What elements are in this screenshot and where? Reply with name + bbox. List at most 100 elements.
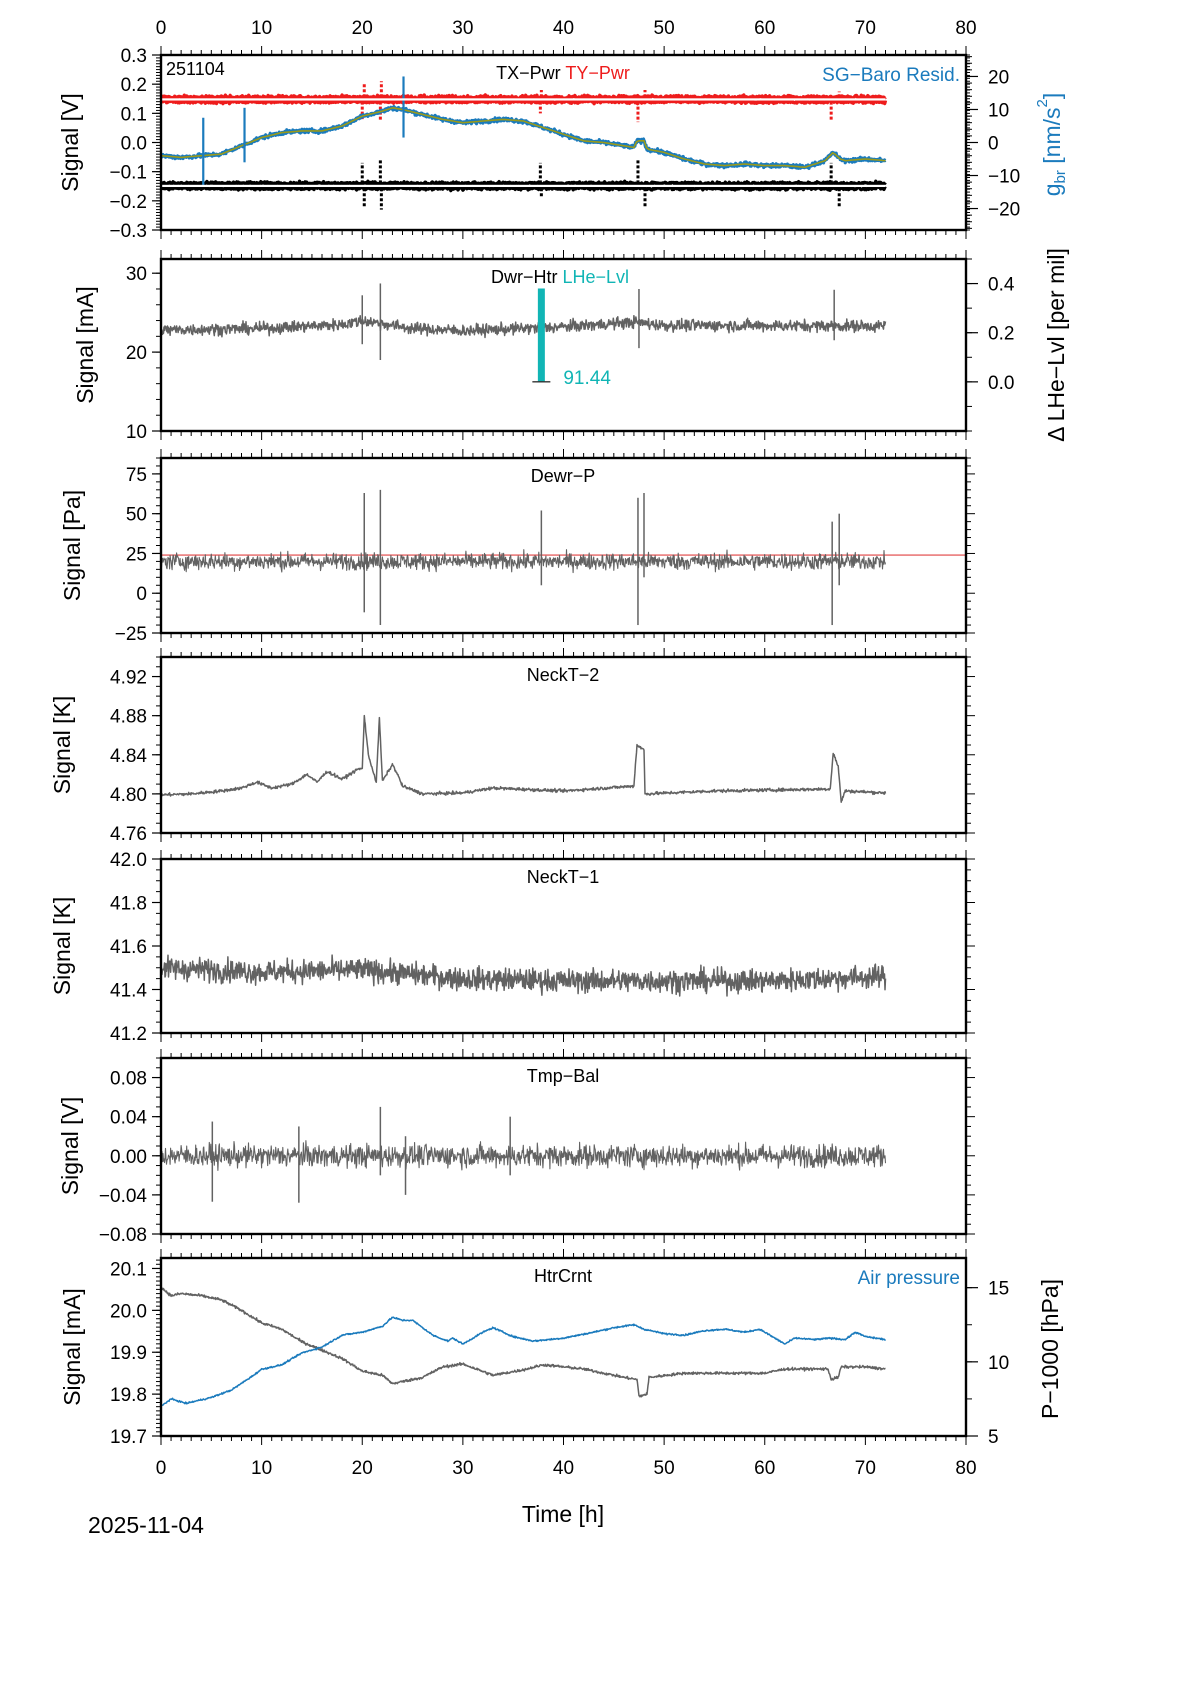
y-tick-label: 75 <box>126 465 147 486</box>
y-tick-label: 50 <box>126 505 147 526</box>
y-tick-label: 0.00 <box>110 1147 147 1168</box>
series-smooth-line <box>161 106 886 169</box>
x-bottom-tick-label: 20 <box>352 1458 373 1479</box>
y-tick-label: −25 <box>115 624 147 645</box>
series-line <box>161 105 887 170</box>
y-tick-label: 4.88 <box>110 707 147 728</box>
y-tick-label: 42.0 <box>110 850 147 871</box>
x-bottom-tick-label: 70 <box>855 1458 876 1479</box>
y-tick-label: 0.2 <box>121 75 147 96</box>
y-tick-label: 0.1 <box>121 104 147 125</box>
y-tick-label: 41.2 <box>110 1024 147 1045</box>
panel-title-part: TX−Pwr <box>496 63 561 83</box>
y-tick-label: 19.8 <box>110 1385 147 1406</box>
y2-axis-title: gbr [nm/s2] <box>1034 93 1069 197</box>
y2-axis-title-part: 2 <box>1034 99 1051 107</box>
right-legend: SG−Baro Resid. <box>822 65 960 86</box>
series-line <box>161 954 887 997</box>
panel-title: NeckT−1 <box>527 867 600 887</box>
y2-tick-label: −10 <box>988 167 1020 188</box>
y-axis-title: Signal [V] <box>57 1097 83 1195</box>
panel-title: TX−Pwr TY−Pwr <box>496 63 630 83</box>
y-tick-label: 41.8 <box>110 894 147 915</box>
series-line <box>161 93 887 102</box>
series-line <box>161 314 887 339</box>
y-tick-label: 19.7 <box>110 1427 147 1448</box>
series-line <box>161 1316 887 1407</box>
y-tick-label: 41.4 <box>110 981 147 1002</box>
series-line <box>161 1287 886 1398</box>
y-tick-label: −0.3 <box>109 221 147 242</box>
x-top-tick-label: 40 <box>553 18 574 39</box>
panel-title-part: HtrCrnt <box>534 1266 592 1286</box>
y-axis-title: Signal [K] <box>49 696 75 794</box>
panel-title-part: Dwr−Htr <box>491 267 558 287</box>
y2-tick-label: 0.0 <box>988 373 1014 394</box>
y2-tick-label: −20 <box>988 200 1020 221</box>
series-line <box>161 184 887 193</box>
y-tick-label: −0.2 <box>109 192 147 213</box>
corner-label: 251104 <box>166 59 225 79</box>
x-top-tick-label: 60 <box>754 18 775 39</box>
x-top-tick-label: 70 <box>855 18 876 39</box>
x-bottom-tick-label: 80 <box>955 1458 976 1479</box>
y-tick-label: 0.3 <box>121 46 147 67</box>
y-tick-label: 10 <box>126 422 147 443</box>
panel-title: Tmp−Bal <box>527 1066 600 1086</box>
panel-tx-ty-pwr: 0.3 0.2 0.1 0.0 −0.1 −0.2 −0.3 20 10 0 −10 −20 Signa… <box>57 46 1069 242</box>
right-legend: Air pressure <box>858 1268 960 1289</box>
y2-axis-title-part: br <box>1052 170 1069 183</box>
x-top-tick-label: 50 <box>654 18 675 39</box>
x-top-tick-label: 0 <box>156 18 167 39</box>
x-top-tick-label: 80 <box>955 18 976 39</box>
plot-area <box>161 714 887 803</box>
x-bottom-tick-label: 0 <box>156 1458 167 1479</box>
panel-dwr-htr: 91.44 30 20 10 0.4 0.2 0.0 Signal [mA] Δ LHe−Lvl… <box>72 248 1069 443</box>
plot-area <box>161 76 888 210</box>
y2-tick-label: 5 <box>988 1427 999 1448</box>
y-tick-label: 4.84 <box>110 746 147 767</box>
plot-area <box>161 954 887 997</box>
panel-htrcrnt: 20.1 20.0 19.9 19.8 19.7 15 10 5 Signal [mA] P−10… <box>59 1249 1063 1448</box>
x-top-tick-label: 30 <box>452 18 473 39</box>
lhe-level-bar <box>537 288 545 382</box>
y-tick-label: 0.08 <box>110 1069 147 1090</box>
panel-neckt-2: 4.92 4.88 4.84 4.80 4.76 Signal [K] NeckT−2 <box>49 648 975 845</box>
panel-title: Dwr−Htr LHe−Lvl <box>491 267 629 287</box>
y-tick-label: −0.08 <box>99 1225 147 1246</box>
x-bottom-tick-label: 10 <box>251 1458 272 1479</box>
y-axis-title: Signal [Pa] <box>59 490 85 601</box>
x-bottom-tick-label: 40 <box>553 1458 574 1479</box>
y2-tick-label: 10 <box>988 1353 1009 1374</box>
y-axis-title: Signal [V] <box>57 93 83 191</box>
y2-axis-title-part: [nm/s <box>1039 107 1065 170</box>
panel-title-part: TY−Pwr <box>561 63 630 83</box>
y-tick-label: 41.6 <box>110 937 147 958</box>
y2-axis-title: Δ LHe−Lvl [per mil] <box>1043 248 1069 442</box>
panel-title: HtrCrnt <box>534 1266 592 1286</box>
y-axis-title: Signal [mA] <box>59 1288 85 1406</box>
series-line <box>161 179 887 188</box>
panel-title-part: LHe−Lvl <box>557 267 629 287</box>
y2-tick-label: 0 <box>988 134 999 155</box>
date-label: 2025-11-04 <box>88 1512 204 1538</box>
y-axis-title: Signal [mA] <box>72 286 98 404</box>
y2-tick-label: 20 <box>988 67 1009 88</box>
y2-tick-label: 10 <box>988 100 1009 121</box>
panel-title: NeckT−2 <box>527 665 600 685</box>
y2-axis-title-part: ] <box>1039 93 1065 99</box>
y-tick-label: 0 <box>136 584 147 605</box>
trace-separator <box>161 184 886 188</box>
plot-area <box>161 1106 887 1203</box>
y-tick-label: 25 <box>126 544 147 565</box>
lhe-level-value: 91.44 <box>563 368 611 389</box>
x-top-tick-label: 20 <box>352 18 373 39</box>
panel-neckt-1: 42.0 41.8 41.6 41.4 41.2 Signal [K] NeckT−1 <box>49 850 975 1045</box>
y2-tick-label: 0.4 <box>988 275 1015 296</box>
y2-axis-title: P−1000 [hPa] <box>1037 1279 1063 1419</box>
y-tick-label: 30 <box>126 264 147 285</box>
series-line <box>161 714 887 803</box>
plot-area <box>161 489 966 626</box>
y2-tick-label: 0.2 <box>988 324 1014 345</box>
